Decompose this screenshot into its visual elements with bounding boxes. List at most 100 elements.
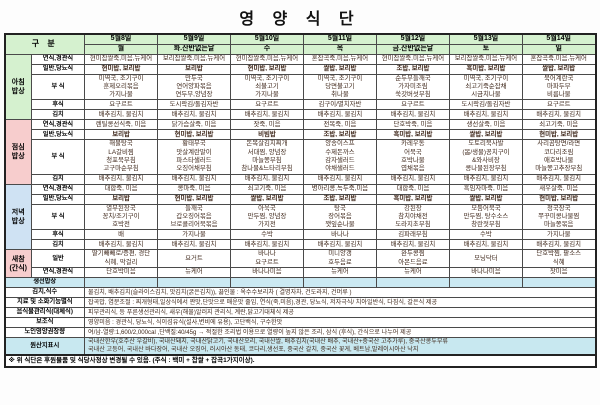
fish-row-cell [84,277,158,289]
menu-cell: 흑미밥, 보리밥 [375,129,450,141]
menu-cell: 쌀밥, 보리밥 [448,193,523,205]
menu-cell: 잣미음 [521,267,597,279]
row-label: 일반,당뇨식 [30,193,86,205]
menu-cell: 배추김치, 물김치 [448,173,523,185]
menu-cell: 현미찹쌀죽,미음,뉴케어 [375,53,450,65]
row-label: 후식 [30,229,86,241]
menu-cell: 배추김치, 물김치 [302,109,377,121]
menu-cell: 아욱국 만두찜, 양념장 가지전 [229,203,304,231]
menu-cell: 배추김치, 물김치 [229,109,304,121]
menu-cell: 요구르트 [521,99,597,111]
date-header: 5월8일 [84,33,158,45]
menu-cell: 해물탕국 LA갈비찜 청포묵무침 고구마순무침 [84,139,158,175]
menu-cell: 청국장국 쭈꾸미콩나물찜 마늘쫑볶음 [521,203,597,231]
menu-cell: 쇠고기죽, 미음 [229,183,304,195]
menu-cell: 혼잡곡죽,미음,뉴케어 [302,53,377,65]
menu-cell: 양송이스프 수제돈까스 감자샐러드 야채샐러드 [302,139,377,175]
menu-cell: 배 [84,229,158,241]
menu-cell: 배추김치, 물김치 [375,109,450,121]
menu-cell: 들깨국 갑오징어볶음 브로콜리어묵볶음 [157,203,231,231]
day-header: 월 [84,43,158,55]
section-text: 여/남-열량:1,600/2,000cal ,단백질:40/45g → 적절한 … [84,327,596,339]
menu-cell: 배추김치, 물김치 [521,239,597,251]
menu-cell: 열무된장국 꽁치/조기구이 호박전 [84,203,158,231]
menu-cell: 배추김치, 물김치 [84,239,158,251]
date-header: 5월9일 [157,33,231,45]
menu-cell: 현미밥, 보리밥 [157,193,231,205]
menu-cell: 새우살죽, 미음 [521,183,597,195]
menu-cell: 조밥, 보리밥 [302,129,377,141]
row-label: 연식,경관식 [30,267,86,279]
menu-cell: 현미찹쌀죽,미음,뉴케어 [229,53,304,65]
menu-cell: 배추김치, 물김치 [521,173,597,185]
menu-cell: 배추김치, 물김치 [84,173,158,185]
meal-group-label: 새참 (간식) [4,249,32,279]
menu-cell: 조밥, 보리밥 [375,63,450,75]
menu-cell: 배추김치, 물김치 [448,109,523,121]
gubun-header: 구 분 [3,33,86,55]
menu-cell: 배추김치, 물김치 [448,239,523,251]
meal-plan-table: 구 분 5월8일 5월9일 5월10일 5월11일 5월12일 5월13일 5월14일 월 화.잔… [3,33,597,369]
date-header: 5월13일 [448,33,523,45]
menu-cell: 북어계란국 마파두부 비름나물 [521,73,597,101]
day-header: 화.잔반없는날 [157,43,231,55]
menu-cell: 병아리콩,녹두죽,미음 [302,183,377,195]
row-label: 김치 [30,173,86,185]
menu-cell: 보리찹쌀죽,미음,뉴케어 [157,53,231,65]
menu-cell: 현미밥, 보리밥 [521,129,597,141]
menu-cell: 생선살죽, 미음 [448,119,523,131]
page-title: 영 양 식 단 [239,11,361,28]
menu-cell: 비빔밥 [229,129,304,141]
menu-cell: 바나나 [302,229,377,241]
menu-cell: 뉴케어 [375,267,450,279]
section-text: 국내산한우(호주산 우갈비), 국내산돼지, 국내산닭고기, 국내산오리, 국내… [84,337,596,356]
row-label: 연식,경관식 [30,53,86,65]
menu-cell: 닭가슴살죽, 미음 [157,119,231,131]
menu-cell: 쌀밥, 보리밥 [302,63,377,75]
menu-cell: 미역국, 조기구이 쇠고기죽순잡채 시금치나물 [448,73,523,101]
menu-cell: 현미밥, 보리밥 [521,193,597,205]
menu-cell: 딸기빼빼로/증편, 경단 식혜, 막걸리 [84,249,158,269]
section-label: 치료 및 소화기능별식 [3,297,86,309]
row-label: 김치 [30,109,86,121]
date-header: 5월12일 [375,33,450,45]
date-header: 5월14일 [521,33,597,45]
section-text: 물김치, 배추김치(슬라이스김치, 맛김치(굵은김치)), 끓인물 : 옥수수보… [84,287,596,299]
section-label: 원산지표시 [3,337,86,356]
day-header: 금.잔반없는날 [375,43,450,55]
menu-cell: 도시락김/돌김자반 [448,99,523,111]
row-label: 연식,경관식 [30,183,86,195]
menu-cell: 보리밥 [84,129,158,141]
menu-cell: 뉴케어 [302,267,377,279]
menu-cell: 쌀밥, 보리밥 [448,129,523,141]
fish-row-cell [375,277,450,289]
menu-cell: 요구르트 [229,99,304,111]
menu-cell: 완두콩찜 아몬드음료 [375,249,450,269]
menu-cell: 순두부들깨국 가자미조림 쑥갓버섯무침 [375,73,450,101]
menu-cell: 가지나물 [157,229,231,241]
fish-row-cell [229,277,304,289]
menu-cell: 강된장 참치야채전 도라지초무침 [375,203,450,231]
section-label: 김치,식수 [3,287,86,299]
menu-cell: 요구르트 [84,99,158,111]
menu-cell: 배추김치, 물김치 [229,173,304,185]
menu-cell: 잣죽, 미음 [229,119,304,131]
menu-cell: 황태무국 맛살계란말이 파스타샐러드 오징어채무침 [157,139,231,175]
meal-group-label: 저녁 밥상 [4,183,32,251]
menu-cell: 대합죽, 미음 [375,183,450,195]
menu-cell: 전복죽, 미음 [302,119,377,131]
menu-cell: 배추김치, 물김치 [302,239,377,251]
menu-cell: 뉴케어 [157,267,231,279]
menu-cell: 배추김치, 물김치 [229,239,304,251]
menu-cell: 김구이/멸치자반 [302,99,377,111]
section-text: 피부관리식, 등 푸른생선관리식, 새우(해물)알러지 관리식, 계란,닭고기대… [84,307,596,319]
menu-cell: 현미찹쌀죽,미음,뉴케어 [84,53,158,65]
menu-cell: 단호박찜, 팥소스 식혜 [521,249,597,269]
day-header: 일 [521,43,597,55]
menu-cell: 단호박미음 [84,267,158,279]
menu-cell: 쌀밥, 보리밥 [229,193,304,205]
menu-cell: 배추김치, 물김치 [84,109,158,121]
section-label: 보조식 [3,317,86,329]
row-label: 부 식 [30,73,86,101]
fish-row-cell [157,277,231,289]
